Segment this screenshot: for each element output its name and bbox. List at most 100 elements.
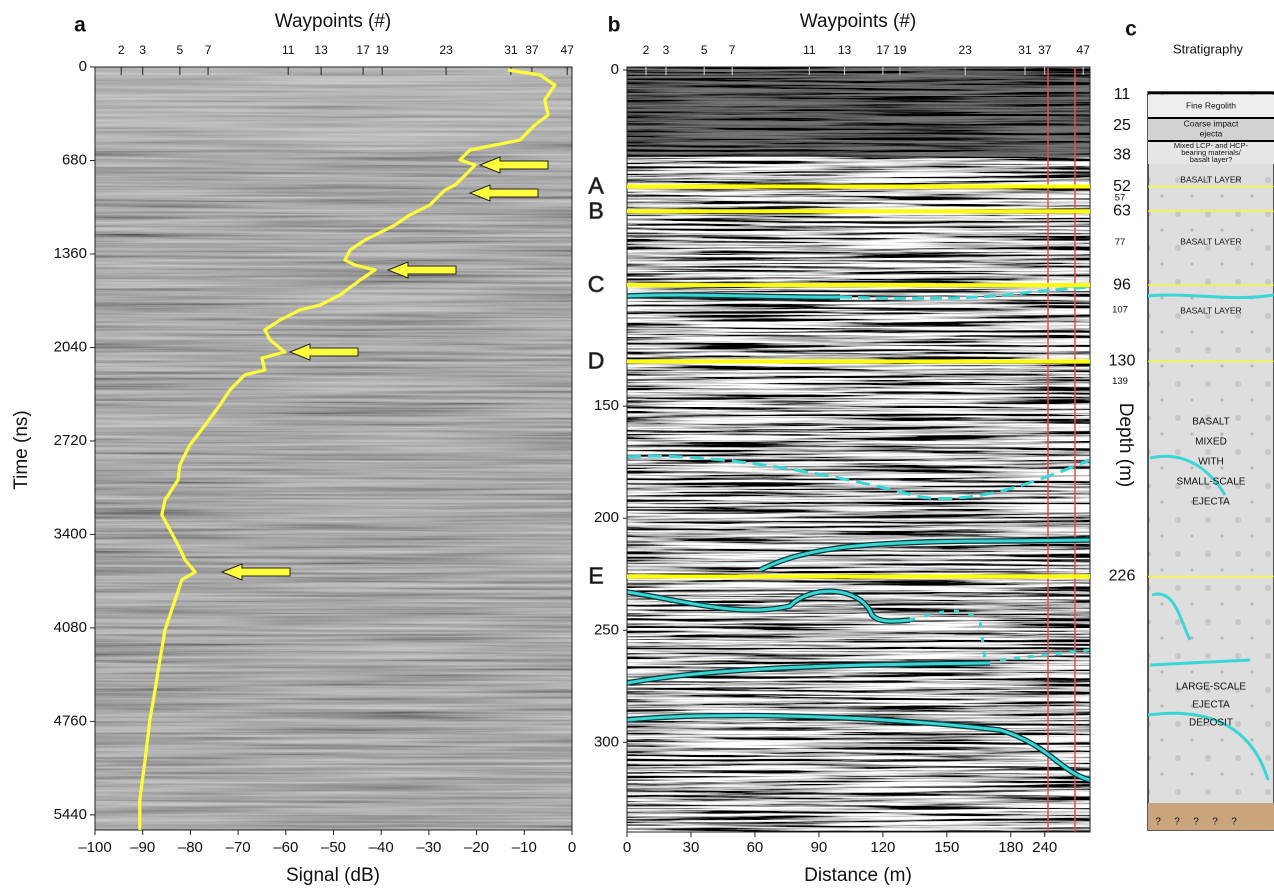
x-tick-label: 0 [568,839,576,856]
y-tick-label: 1360 [54,245,87,262]
y-tick-label: 0 [611,61,619,78]
reflector [1149,658,1251,667]
reflector [759,538,1091,572]
horizon-label: B [588,197,603,223]
arrow [386,261,457,279]
reflector [626,293,841,299]
depth-marker: 52 [1113,178,1131,195]
layer-base [1148,803,1274,830]
radargram-a-top [95,67,572,142]
x-tick-label: –10 [512,839,537,856]
top-tick-label: 17 [356,43,370,57]
top-tick-label: 47 [1077,43,1091,57]
depth-marker: 25 [1113,117,1131,134]
horizon-label: D [588,347,605,373]
top-tick-label: 47 [561,43,575,57]
top-tick-label: 19 [893,43,907,57]
depth-marker: 38 [1113,146,1131,163]
plot-frame [626,66,1091,833]
top-tick-label: 31 [1018,43,1032,57]
top-tick-label: 37 [1038,43,1052,57]
x-tick-label: –20 [464,839,489,856]
x-tick-label: 240 [1032,839,1057,856]
arrow [220,563,291,581]
y-tick-label: 300 [594,733,619,750]
radargram-b-texture [627,67,1090,832]
arrow [288,343,359,361]
x-tick-label: –30 [416,839,441,856]
depth-marker: 139 [1112,376,1128,387]
x-tick-label: –90 [130,839,155,856]
layer-mixed [1148,142,1274,164]
y-tick-label: 0 [79,58,87,75]
reflector-dashed [999,648,1091,662]
column-title: Stratigraphy [1173,41,1244,56]
layer-label: WITH [1198,457,1224,468]
top-tick-label: 5 [701,43,708,57]
reflector [626,714,1091,782]
layer-label: DEPOSIT [1189,718,1233,729]
y-tick-label: 4080 [54,619,87,636]
x-tick-label: 150 [934,839,959,856]
unknown-mark: ? [1231,817,1237,828]
y-tick-label: 3400 [54,525,87,542]
x-tick-label: –80 [178,839,203,856]
depth-marker: 63 [1113,202,1131,219]
x-tick-label: –70 [226,839,251,856]
depth-marker: 57 [1115,192,1126,203]
unknown-mark: ? [1174,817,1180,828]
top-tick-label: 3 [663,43,670,57]
top-tick-label: 13 [838,43,852,57]
layer-label: BASALT [1192,417,1230,428]
top-tick-label: 7 [729,43,736,57]
reflector [626,661,991,685]
layer-label: Coarse impact [1184,118,1239,128]
x-tick-label: –100 [78,839,111,856]
x-axis-title: Distance (m) [804,865,912,886]
y-tick-label: 680 [62,151,87,168]
top-tick-label: 13 [314,43,328,57]
y-tick-label: 150 [594,397,619,414]
top-tick-label: 23 [959,43,973,57]
top-tick-label: 11 [282,43,295,57]
panel-label: c [1125,18,1137,41]
top-tick-label: 37 [525,43,539,57]
depth-marker: 11 [1114,86,1131,103]
top-tick-label: 2 [643,43,650,57]
layer-label: BASALT LAYER [1180,305,1241,315]
x-tick-label: –40 [369,839,394,856]
reflector [1147,293,1274,300]
unknown-mark: ? [1212,817,1218,828]
depth-marker: 130 [1109,353,1136,370]
top-tick-label: 7 [205,43,212,57]
top-axis-title: Waypoints (#) [275,11,392,32]
x-tick-label: –50 [321,839,346,856]
layer-coarse [1148,118,1274,141]
top-tick-label: 11 [803,43,816,57]
unknown-mark: ? [1193,817,1199,828]
layer-label: Mixed LCP- and HCP- [1174,141,1249,150]
panel-label: a [74,14,86,37]
column-body [1147,91,1274,831]
top-tick-label: 31 [504,43,518,57]
x-tick-label: 0 [623,839,631,856]
x-tick-label: –60 [273,839,298,856]
horizon-label: C [588,271,605,297]
arrow [478,156,549,174]
y-tick-label: 200 [594,509,619,526]
signal-line [138,68,557,830]
depth-marker: 77 [1115,237,1126,248]
x-tick-label: 90 [811,839,828,856]
stratigraphy-column: Fine Regolith Coarse impact ejecta Mixed… [1147,91,1274,831]
layer-label: MIXED [1195,437,1227,448]
top-tick-label: 23 [439,43,453,57]
y-tick-label: 250 [594,621,619,638]
layer-label: EJECTA [1192,700,1230,711]
layer-label: BASALT LAYER [1180,174,1241,184]
horizon-label: A [588,173,604,199]
x-tick-label: 180 [998,839,1023,856]
layer-fine [1148,95,1274,117]
